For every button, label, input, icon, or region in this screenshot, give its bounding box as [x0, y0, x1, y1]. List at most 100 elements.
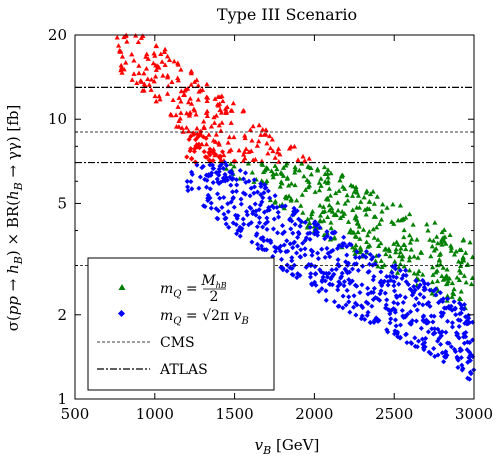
triangle-point: [397, 261, 403, 267]
triangle-point: [306, 156, 312, 161]
triangle-point: [267, 133, 273, 139]
diamond-point: [346, 294, 352, 300]
triangle-point: [138, 78, 144, 83]
triangle-point: [217, 94, 223, 100]
triangle-point: [161, 49, 168, 55]
diamond-point: [400, 313, 406, 319]
triangle-point: [203, 110, 209, 115]
triangle-point: [195, 82, 201, 88]
triangle-point: [134, 80, 140, 86]
diamond-point: [243, 179, 249, 185]
diamond-point: [218, 161, 224, 168]
diamond-point: [324, 274, 331, 280]
diamond-point: [276, 214, 282, 220]
triangle-point: [299, 192, 305, 197]
diamond-point: [427, 303, 433, 309]
diamond-point: [272, 193, 278, 199]
diamond-point: [271, 216, 277, 222]
triangle-point: [304, 177, 310, 183]
diamond-point: [344, 287, 350, 293]
triangle-point: [376, 243, 382, 248]
triangle-point: [406, 267, 413, 273]
diamond-point: [189, 171, 195, 177]
diamond-point: [358, 303, 364, 309]
triangle-point: [411, 253, 417, 259]
triangle-point: [314, 166, 321, 172]
triangle-point: [328, 220, 334, 225]
triangle-point: [350, 207, 356, 212]
diamond-point: [443, 329, 449, 335]
triangle-point: [331, 235, 337, 241]
data-points: [114, 32, 477, 382]
triangle-point: [308, 165, 314, 170]
triangle-point: [355, 193, 361, 198]
diamond-point: [458, 355, 464, 361]
triangle-point: [164, 91, 171, 96]
diamond-point: [442, 350, 448, 356]
diamond-point: [220, 165, 226, 171]
triangle-point: [272, 155, 278, 160]
triangle-point: [222, 106, 229, 111]
diamond-point: [185, 187, 191, 194]
diamond-point: [393, 274, 399, 280]
triangle-point: [178, 98, 184, 104]
diamond-point: [206, 150, 212, 156]
diamond-point: [252, 201, 258, 207]
diamond-point: [397, 267, 403, 274]
triangle-point: [176, 118, 182, 123]
diamond-point: [324, 229, 330, 235]
diamond-point: [289, 255, 295, 261]
diamond-point: [393, 323, 399, 329]
axis-ticks: 500 1000 1500 2000 2500 3000 1 2 5 10 20: [48, 26, 493, 423]
chart-title: Type III Scenario: [217, 5, 357, 24]
diamond-point: [315, 222, 321, 228]
diamond-point: [260, 224, 266, 230]
triangle-point: [345, 197, 351, 203]
triangle-point: [398, 245, 404, 251]
triangle-point: [274, 166, 280, 172]
diamond-point: [329, 282, 335, 288]
triangle-point: [181, 92, 187, 98]
diamond-point: [429, 326, 435, 332]
triangle-point: [435, 262, 441, 268]
triangle-point: [269, 136, 275, 142]
diamond-point: [404, 340, 410, 346]
triangle-point: [337, 177, 343, 183]
triangle-point: [432, 220, 438, 225]
triangle-point: [228, 107, 234, 113]
diamond-point: [384, 274, 390, 280]
triangle-point: [148, 87, 154, 92]
triangle-point: [353, 234, 360, 239]
diamond-point: [433, 292, 439, 298]
diamond-point: [196, 145, 203, 151]
diamond-point: [213, 152, 219, 158]
triangle-point: [461, 257, 467, 263]
y-tick-label: 1: [57, 390, 67, 408]
diamond-point: [437, 290, 443, 296]
diamond-point: [264, 207, 271, 214]
triangle-point: [463, 250, 469, 255]
diamond-point: [214, 215, 220, 221]
diamond-point: [237, 167, 243, 174]
diamond-point: [280, 265, 286, 271]
diamond-point: [307, 224, 313, 230]
diamond-point: [315, 256, 322, 262]
triangle-point: [225, 140, 231, 145]
svg-text:2: 2: [210, 289, 219, 305]
triangle-point: [231, 134, 237, 140]
triangle-point: [260, 126, 266, 132]
triangle-point: [409, 236, 415, 242]
diamond-point: [194, 131, 201, 137]
triangle-point: [414, 236, 420, 242]
diamond-point: [437, 329, 443, 335]
triangle-point: [265, 166, 271, 171]
triangle-point: [324, 214, 331, 220]
diamond-point: [412, 335, 418, 341]
diamond-point: [439, 350, 445, 356]
diamond-point: [378, 269, 384, 275]
diamond-point: [416, 300, 422, 306]
legend-marker-triangle: [118, 284, 126, 290]
triangle-point: [401, 263, 407, 269]
diamond-point: [196, 185, 202, 191]
diamond-point: [358, 316, 364, 322]
